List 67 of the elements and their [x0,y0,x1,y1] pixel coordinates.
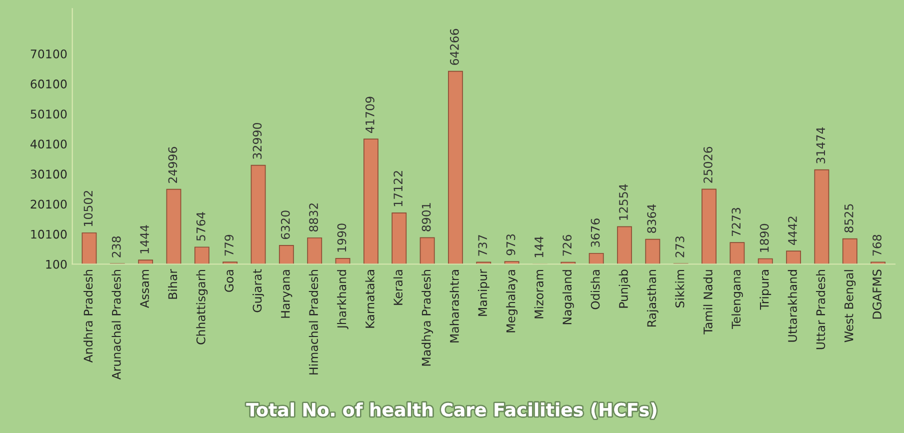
x-tick-label: Maharashtra [450,270,459,342]
data-label: 24996 [168,146,178,183]
data-label: 7273 [732,208,741,236]
data-label: 41709 [365,96,374,133]
data-label: 64266 [450,28,459,65]
data-label: 31474 [816,127,826,164]
x-tick-label: Sikkim [675,270,684,308]
y-tick-label: 100 [46,260,67,269]
data-label: 238 [112,236,121,258]
x-tick-label: Chhattisgarh [196,270,208,344]
data-label: 8525 [844,204,854,232]
x-tick-label: Assam [140,270,149,308]
x-tick-label: Nagaland [562,270,574,324]
data-label: 1990 [337,224,346,252]
x-tick-label: Arunachal Pradesh [112,270,121,380]
x-tick-label: Kerala [393,270,403,305]
data-label: 17122 [394,171,402,206]
text: Total No. of health Care Facilities (HCFs) [246,402,656,419]
data-label: 25026 [704,146,712,183]
data-label: 779 [224,234,234,256]
x-tick-label: Haryana [281,270,292,318]
x-tick-label: DGAFMS [872,270,882,319]
x-tick-label: Andhra Pradesh [84,270,93,363]
y-tick-label: 50100 [30,110,67,119]
data-label: 973 [506,234,516,256]
data-label: 1444 [140,225,149,254]
x-tick-label: West Bengal [844,270,856,342]
data-label: 3676 [590,218,600,247]
y-tick-label: 20100 [30,200,67,209]
x-tick-label: Tripura [760,270,772,310]
data-label: 273 [675,236,684,258]
x-tick-label: Tamil Nadu [703,270,712,334]
x-tick-label: Mizoram [534,270,544,318]
x-tick-label: Uttar Pradesh [816,270,826,350]
x-tick-label: Uttarakhand [788,270,797,342]
x-tick-label: Meghalaya [506,270,518,332]
data-label: 144 [534,236,544,258]
y-tick-label: 70100 [30,49,67,58]
x-tick-label: Manipur [478,268,490,316]
data-label: 10502 [84,190,93,226]
y-tick-label: 30100 [30,170,67,179]
x-tick-label: Goa [224,270,234,292]
x-tick-label: Karnataka [365,270,374,328]
data-label: 32990 [252,122,262,159]
data-label: 1890 [760,224,769,252]
x-tick-label: Gujarat [252,269,264,312]
x-tick-label: Jharkhand [337,270,348,330]
data-label: 5764 [196,212,206,241]
x-tick-label: Bihar [168,268,178,299]
data-label: 8901 [422,203,431,232]
y-tick-label: 40100 [30,140,67,149]
y-tick-label: 60100 [30,80,67,88]
data-label: 726 [562,234,572,256]
x-tick-label: Telengana [731,270,743,329]
data-label: 12554 [619,184,628,220]
x-tick-label: Himachal Pradesh [308,270,318,374]
x-tick-label: Madhya Pradesh [422,270,434,366]
x-tick-label: Odisha [590,270,600,310]
data-label: 4442 [788,216,797,245]
data-label: 6320 [280,210,290,240]
data-label: 768 [872,234,882,256]
data-label: 737 [478,235,488,256]
data-label: 8832 [309,203,318,232]
x-tick-label: Rajasthan [646,270,658,326]
data-label: 8364 [647,204,656,233]
y-tick-label: 10100 [31,230,67,239]
x-tick-label: Punjab [618,270,630,308]
